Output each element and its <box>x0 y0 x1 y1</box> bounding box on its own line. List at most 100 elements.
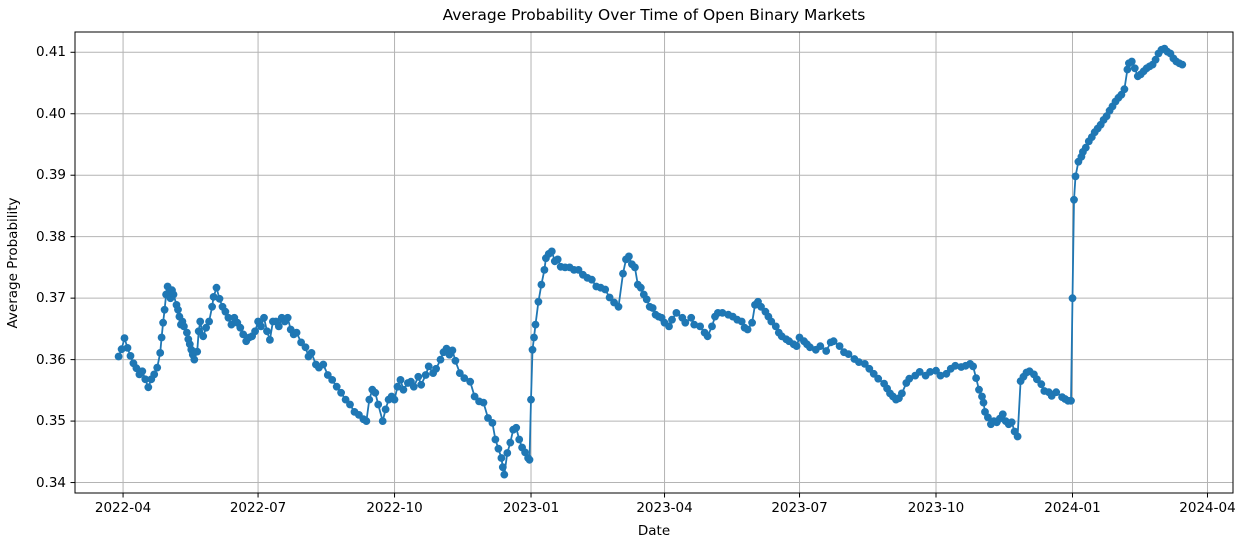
data-point-marker <box>1120 85 1129 94</box>
data-point-marker <box>399 385 408 394</box>
data-point-marker <box>737 317 746 326</box>
data-point-marker <box>998 410 1007 419</box>
x-tick-label: 2023-04 <box>636 500 693 516</box>
data-point-marker <box>1067 396 1075 405</box>
data-point-marker <box>498 463 507 472</box>
data-point-marker <box>1130 64 1139 73</box>
data-point-marker <box>491 435 500 444</box>
data-point-marker <box>215 294 224 303</box>
data-point-marker <box>141 375 150 384</box>
data-point-marker <box>371 388 380 397</box>
data-point-marker <box>117 345 126 354</box>
data-point-marker <box>153 363 162 372</box>
data-point-marker <box>503 449 512 457</box>
data-point-marker <box>512 423 521 432</box>
data-point-marker <box>362 417 371 425</box>
data-point-marker <box>150 370 159 379</box>
data-point-marker <box>169 290 178 299</box>
data-point-marker <box>390 395 399 404</box>
data-point-marker <box>1123 65 1132 74</box>
data-point-marker <box>687 313 696 322</box>
data-point-marker <box>648 304 657 312</box>
data-point-marker <box>381 405 390 414</box>
data-point-marker <box>174 305 182 314</box>
data-point-marker <box>619 269 627 278</box>
data-point-marker <box>132 364 141 373</box>
data-point-marker <box>681 318 690 327</box>
data-point-marker <box>703 332 712 341</box>
data-point-marker <box>855 358 863 366</box>
data-point-marker <box>396 376 405 384</box>
data-point-marker <box>1081 143 1090 152</box>
data-point-marker <box>212 283 221 292</box>
data-point-marker <box>506 438 515 447</box>
data-point-marker <box>672 309 681 317</box>
data-point-marker <box>1037 380 1046 389</box>
data-point-marker <box>180 322 188 331</box>
data-point-marker <box>829 337 838 346</box>
data-point-marker <box>1007 418 1016 427</box>
data-point-marker <box>631 263 639 272</box>
data-point-marker <box>421 371 430 379</box>
data-point-marker <box>202 323 211 332</box>
x-tick-label: 2023-01 <box>502 500 560 516</box>
data-point-marker <box>668 315 676 324</box>
data-point-marker <box>251 327 259 336</box>
data-point-marker <box>346 400 354 409</box>
data-point-marker <box>263 327 271 336</box>
data-point-marker <box>1127 57 1136 66</box>
data-point-marker <box>283 313 292 322</box>
data-point-marker <box>1151 55 1160 64</box>
data-point-marker <box>748 318 756 327</box>
data-point-marker <box>208 302 217 311</box>
data-point-marker <box>193 347 202 356</box>
data-point-marker <box>159 318 168 327</box>
data-point-marker <box>1068 294 1077 303</box>
data-point-marker <box>527 395 535 404</box>
data-point-marker <box>209 293 218 301</box>
x-tick-label: 2022-07 <box>229 500 287 516</box>
data-point-marker <box>301 343 310 352</box>
data-point-marker <box>190 355 199 364</box>
data-point-marker <box>898 389 906 398</box>
data-point-marker <box>494 444 503 453</box>
y-tick-label: 0.41 <box>35 44 66 61</box>
data-point-marker <box>915 368 924 376</box>
data-point-marker <box>157 333 166 342</box>
data-point-marker <box>144 383 153 392</box>
series-line <box>117 47 1184 476</box>
data-point-marker <box>378 417 387 425</box>
data-point-marker <box>972 374 980 382</box>
data-point-marker <box>442 344 451 353</box>
data-point-marker <box>224 313 233 322</box>
y-tick-label: 0.34 <box>35 474 66 491</box>
data-point-marker <box>221 307 230 316</box>
data-point-marker <box>236 323 245 332</box>
data-point-marker <box>708 322 716 331</box>
data-point-marker <box>528 345 537 354</box>
data-point-marker <box>951 361 960 370</box>
data-point-marker <box>835 342 844 350</box>
x-tick-label: 2022-10 <box>366 500 423 516</box>
data-point-marker <box>448 346 457 355</box>
y-tick-label: 0.35 <box>35 413 66 430</box>
data-point-marker <box>984 413 992 422</box>
data-point-marker <box>436 355 445 364</box>
data-point-marker <box>156 349 165 357</box>
data-point-marker <box>451 356 460 365</box>
data-point-marker <box>328 376 337 384</box>
data-point-marker <box>138 367 147 376</box>
data-point-marker <box>409 382 418 391</box>
data-point-marker <box>865 364 874 373</box>
data-point-marker <box>183 328 191 337</box>
data-point-marker <box>531 320 540 329</box>
data-point-marker <box>926 368 934 376</box>
data-point-marker <box>239 330 248 339</box>
data-point-marker <box>497 454 506 462</box>
data-point-marker <box>1052 388 1061 397</box>
x-tick-label: 2022-04 <box>94 500 152 516</box>
data-point-marker <box>205 317 214 326</box>
data-point-marker <box>414 372 423 381</box>
data-point-marker <box>534 297 543 306</box>
data-point-marker <box>126 352 135 360</box>
